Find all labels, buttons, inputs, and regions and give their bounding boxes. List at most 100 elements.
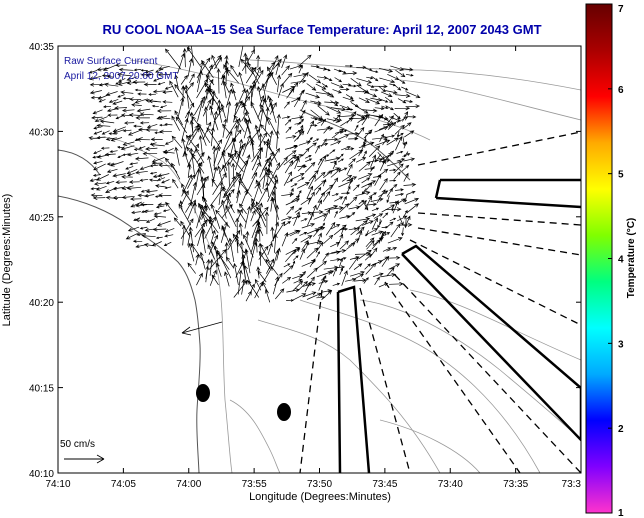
current-vector	[203, 106, 209, 126]
current-vector	[272, 184, 278, 211]
current-vector	[322, 190, 331, 202]
current-vector	[310, 100, 322, 105]
current-vector	[223, 193, 235, 214]
current-vector	[135, 115, 150, 120]
current-vector	[120, 90, 134, 95]
current-vector	[372, 84, 388, 89]
current-vector	[301, 99, 307, 111]
current-vector	[249, 283, 255, 294]
current-vector	[180, 218, 194, 239]
current-vector	[297, 177, 305, 182]
current-vector	[289, 64, 303, 70]
current-vector	[330, 140, 342, 146]
current-vector	[106, 75, 114, 79]
current-vector	[330, 160, 338, 164]
x-tick-label: 73:50	[307, 479, 332, 490]
current-vector	[333, 117, 343, 122]
current-vector	[270, 226, 275, 242]
current-vector	[185, 134, 197, 150]
current-vector	[289, 187, 294, 198]
current-vector	[281, 72, 293, 86]
current-vector	[209, 248, 227, 270]
current-vector	[212, 139, 223, 154]
current-vector	[402, 111, 409, 122]
current-vector	[365, 97, 381, 105]
current-vector	[307, 211, 314, 226]
current-vector	[134, 156, 149, 161]
current-vector	[93, 130, 103, 135]
current-vector	[320, 138, 327, 147]
current-vector	[187, 262, 196, 274]
current-vector	[382, 247, 392, 252]
current-vector	[281, 232, 289, 247]
current-vector	[356, 78, 373, 84]
current-vector	[393, 163, 404, 174]
current-vector	[345, 277, 357, 282]
current-vector	[256, 85, 262, 103]
x-tick-label: 74:00	[176, 479, 201, 490]
current-vector	[155, 236, 163, 240]
current-vector	[281, 115, 291, 119]
current-vector	[267, 66, 278, 85]
current-vector	[225, 204, 237, 228]
current-vector	[397, 78, 406, 84]
current-vector	[161, 179, 170, 184]
current-vector	[135, 203, 147, 208]
current-vector	[257, 202, 264, 226]
current-vector	[122, 153, 130, 156]
current-vector	[396, 150, 404, 154]
current-vector	[250, 201, 255, 213]
current-vector	[265, 181, 270, 198]
current-vector	[385, 221, 394, 229]
current-vector	[354, 273, 364, 280]
current-vector	[329, 206, 344, 211]
current-vector	[363, 129, 373, 139]
current-vector	[255, 179, 263, 194]
current-vector	[354, 105, 369, 114]
current-vector	[209, 269, 217, 286]
current-vector	[338, 134, 350, 140]
current-vector	[338, 153, 344, 159]
current-vector	[365, 230, 369, 237]
current-vector	[368, 145, 381, 157]
current-vector	[332, 89, 342, 94]
current-vector	[153, 77, 162, 82]
current-vector	[208, 215, 213, 234]
current-vector	[381, 255, 390, 267]
current-vector	[142, 151, 158, 156]
current-vector	[285, 126, 292, 133]
current-vector	[250, 209, 256, 222]
current-vector	[139, 202, 154, 207]
current-vector	[293, 211, 300, 226]
transect-box-south	[336, 285, 371, 473]
current-vector	[355, 217, 371, 222]
current-vector	[406, 203, 419, 214]
current-vector	[94, 116, 108, 123]
current-vector	[155, 205, 165, 209]
current-vector	[362, 150, 367, 158]
current-vector	[264, 288, 271, 303]
current-vector	[129, 97, 142, 102]
current-vector	[402, 136, 406, 147]
current-vector	[105, 195, 118, 200]
current-vector	[112, 186, 124, 191]
current-vector	[384, 96, 394, 104]
current-vector	[156, 220, 171, 227]
current-vector	[195, 147, 205, 164]
current-vector	[175, 116, 187, 134]
current-vector	[398, 222, 413, 227]
current-vector	[144, 69, 154, 74]
current-vector	[241, 278, 246, 295]
current-vector	[260, 104, 270, 125]
current-vector	[283, 221, 291, 227]
colorbar-gradient	[585, 3, 613, 514]
current-vector	[346, 108, 354, 111]
current-vector	[382, 155, 390, 164]
current-vector	[341, 195, 347, 205]
current-vector	[298, 71, 309, 84]
current-vector	[395, 69, 406, 78]
current-vector	[386, 188, 393, 197]
current-vector	[244, 205, 251, 229]
current-vector	[171, 162, 181, 180]
current-vector	[391, 204, 395, 212]
